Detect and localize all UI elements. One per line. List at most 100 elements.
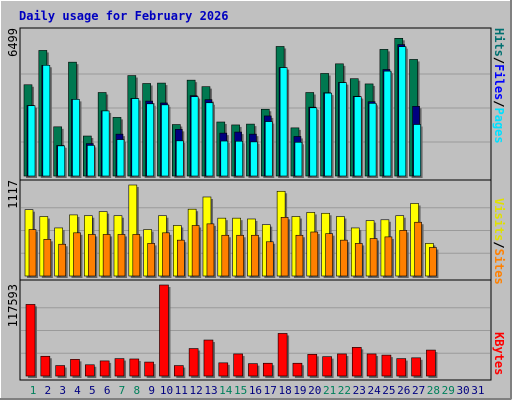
- kbytes-bar-17: [262, 362, 273, 377]
- pages-bar-26: [398, 46, 407, 177]
- legend-sep-2: /: [492, 100, 506, 107]
- kbytes-bar-7: [114, 358, 125, 377]
- x-tick-label: 28: [427, 384, 440, 397]
- sites-bar-24: [369, 238, 378, 277]
- legend-sites: Sites: [492, 249, 506, 285]
- hits-legend: Hits/Files/Pages: [492, 28, 506, 144]
- x-tick-label: 26: [397, 384, 410, 397]
- x-tick-label: 27: [412, 384, 425, 397]
- sites-bar-4: [73, 232, 81, 277]
- kbytes-bar-4: [70, 359, 80, 377]
- sites-bar-10: [162, 232, 170, 277]
- sites-bar-27: [414, 221, 422, 277]
- x-tick-label: 29: [442, 384, 455, 397]
- pages-bar-25: [383, 70, 392, 177]
- x-tick-label: 13: [204, 384, 217, 397]
- x-tick-label: 20: [308, 384, 321, 397]
- x-tick-label: 24: [367, 384, 381, 397]
- kbytes-bar-27: [411, 357, 421, 377]
- sites-bar-18: [280, 217, 289, 277]
- sites-bar-21: [325, 233, 333, 277]
- legend-sep-3: /: [492, 241, 506, 248]
- pages-bar-13: [205, 102, 214, 177]
- sites-bar-17: [265, 241, 274, 277]
- pages-bar-2: [42, 64, 51, 177]
- sites-bar-7: [117, 234, 126, 277]
- pages-bar-18: [279, 67, 288, 177]
- sites-bar-6: [102, 234, 111, 277]
- pages-bar-19: [294, 142, 303, 177]
- pages-bar-15: [235, 140, 243, 177]
- chart-title: Daily usage for February 2026: [19, 9, 229, 23]
- sites-bar-20: [310, 231, 319, 277]
- sites-bar-12: [191, 225, 200, 277]
- pages-bar-9: [146, 103, 154, 177]
- sites-bar-15: [236, 234, 244, 277]
- kbytes-bar-20: [307, 354, 318, 377]
- pages-bar-10: [161, 104, 169, 177]
- pages-bar-20: [309, 107, 318, 177]
- kbytes-bar-9: [144, 361, 154, 377]
- sites-bar-1: [28, 229, 37, 277]
- x-axis-labels: 1 2 3 4 5 6 7 8 9 10 11 12 13 14 15 16 17 18 19 20 21 22 23 24 2…: [30, 384, 485, 397]
- kbytes-bar-12: [188, 348, 199, 377]
- sites-bar-26: [399, 230, 408, 277]
- pages-bar-11: [176, 140, 184, 177]
- x-tick-label: 5: [89, 384, 96, 397]
- kbytes-bar-28: [426, 349, 436, 377]
- kbytes-ymax-label: 117593: [6, 284, 20, 327]
- sites-bar-23: [354, 243, 363, 277]
- pages-bar-21: [324, 92, 332, 177]
- pages-bar-17: [264, 121, 273, 177]
- x-tick-label: 7: [119, 384, 126, 397]
- kbytes-bar-22: [337, 353, 347, 377]
- x-tick-label: 31: [471, 384, 484, 397]
- pages-bar-27: [413, 124, 421, 177]
- kbytes-bar-15: [233, 353, 243, 377]
- kbytes-bar-23: [351, 347, 362, 377]
- x-tick-label: 17: [264, 384, 277, 397]
- x-tick-label: 3: [59, 384, 66, 397]
- kbytes-bar-3: [55, 365, 65, 377]
- kbytes-bar-21: [322, 356, 332, 377]
- kbytes-bar-2: [40, 355, 51, 377]
- x-tick-label: 11: [175, 384, 188, 397]
- x-tick-label: 1: [30, 384, 37, 397]
- sites-bar-9: [147, 243, 155, 277]
- legend-sep-1: /: [492, 57, 506, 64]
- kbytes-bar-25: [381, 354, 392, 377]
- pages-bar-7: [116, 139, 125, 177]
- x-tick-label: 16: [249, 384, 262, 397]
- x-tick-label: 6: [104, 384, 111, 397]
- pages-bar-4: [72, 99, 80, 177]
- kbytes-bar-6: [99, 360, 110, 377]
- kbytes-bar-14: [218, 362, 229, 377]
- sites-bar-2: [43, 239, 52, 277]
- kbytes-bar-16: [248, 363, 258, 377]
- pages-bar-14: [220, 140, 229, 177]
- kbytes-bar-13: [203, 339, 214, 377]
- visits-legend: Visits/Sites: [492, 198, 506, 285]
- x-tick-label: 4: [74, 384, 81, 397]
- pages-bar-22: [339, 82, 347, 177]
- x-tick-label: 25: [382, 384, 395, 397]
- legend-kbytes: KBytes: [492, 332, 506, 375]
- kbytes-bar-1: [25, 304, 36, 377]
- kbytes-bar-10: [159, 284, 169, 377]
- legend-visits: Visits: [492, 198, 506, 241]
- kbytes-bar-24: [366, 353, 377, 377]
- kbytes-bar-11: [174, 365, 184, 377]
- x-tick-label: 10: [160, 384, 173, 397]
- sites-bar-22: [340, 239, 348, 277]
- x-tick-label: 15: [234, 384, 247, 397]
- legend-files: Files: [492, 64, 506, 100]
- pages-bar-5: [87, 145, 95, 177]
- kbytes-panel-frame: [19, 279, 492, 381]
- sites-bar-28: [429, 247, 437, 277]
- sites-bar-14: [221, 234, 230, 277]
- kbytes-bar-8: [129, 358, 140, 377]
- pages-bar-1: [27, 105, 36, 177]
- pages-bar-16: [250, 141, 258, 177]
- x-tick-label: 2: [45, 384, 52, 397]
